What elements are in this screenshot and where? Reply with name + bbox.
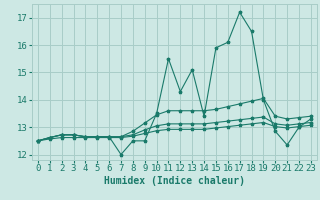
X-axis label: Humidex (Indice chaleur): Humidex (Indice chaleur)	[104, 176, 245, 186]
